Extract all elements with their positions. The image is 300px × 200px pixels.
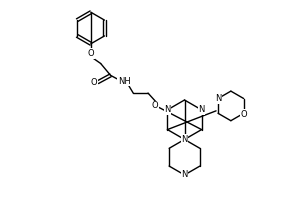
Text: N: N — [181, 135, 188, 144]
Text: NH: NH — [118, 77, 131, 86]
Text: N: N — [198, 105, 205, 114]
Text: N: N — [164, 105, 171, 114]
Text: O: O — [240, 110, 247, 119]
Text: O: O — [152, 101, 158, 110]
Text: O: O — [88, 49, 94, 58]
Text: O: O — [91, 78, 97, 87]
Text: N: N — [215, 94, 221, 103]
Text: N: N — [181, 170, 188, 179]
